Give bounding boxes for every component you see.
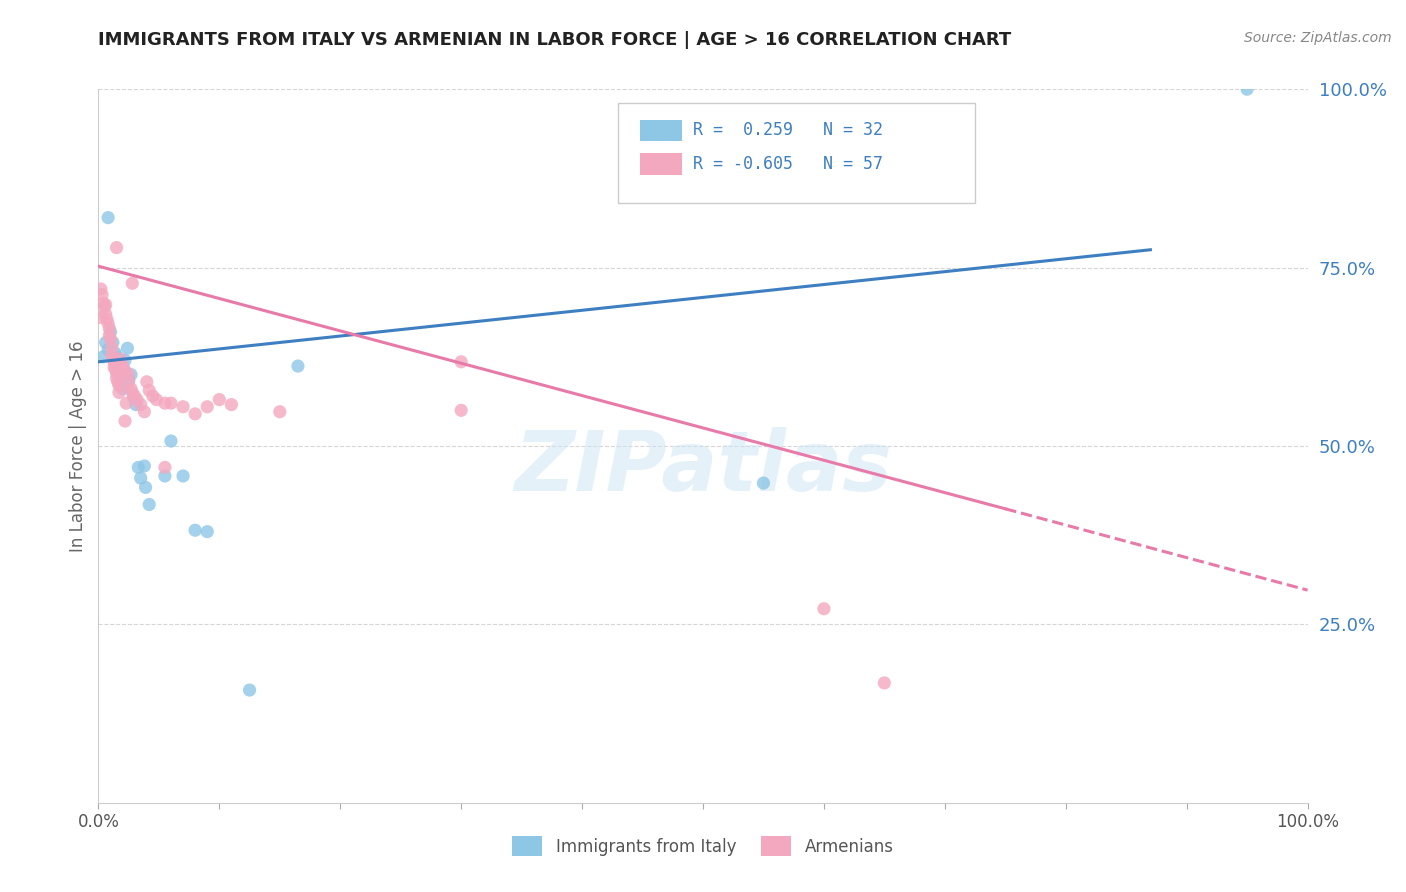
Point <box>107 375 129 389</box>
Point <box>93 300 115 314</box>
Point <box>94 298 117 312</box>
Point <box>184 523 207 537</box>
Point <box>114 364 136 378</box>
Point <box>100 325 122 339</box>
Point <box>100 332 122 346</box>
Point <box>752 476 775 491</box>
Point <box>118 375 141 389</box>
Point <box>114 414 136 428</box>
Point <box>104 362 127 376</box>
Point <box>110 371 132 385</box>
Point <box>96 312 118 326</box>
Text: R =  0.259   N = 32: R = 0.259 N = 32 <box>693 121 883 139</box>
Point <box>184 407 207 421</box>
Point <box>104 346 127 360</box>
Point <box>108 385 131 400</box>
Text: Source: ZipAtlas.com: Source: ZipAtlas.com <box>1244 31 1392 45</box>
Point <box>112 362 135 376</box>
Point <box>108 351 131 366</box>
Point <box>195 400 218 414</box>
Point <box>129 471 152 485</box>
Point <box>450 403 472 417</box>
Point <box>135 480 157 494</box>
Point <box>124 389 146 403</box>
Point <box>127 460 149 475</box>
Point <box>153 460 176 475</box>
Point <box>97 211 120 225</box>
Point <box>98 321 121 335</box>
Point <box>120 382 142 396</box>
Point <box>108 378 131 392</box>
Point <box>153 469 176 483</box>
Point <box>138 384 160 398</box>
FancyBboxPatch shape <box>619 103 976 203</box>
Point <box>287 359 309 373</box>
Point <box>91 296 114 310</box>
Point <box>90 282 112 296</box>
Point <box>105 350 128 364</box>
Y-axis label: In Labor Force | Age > 16: In Labor Force | Age > 16 <box>69 340 87 552</box>
Point <box>239 683 262 698</box>
Point <box>813 601 835 615</box>
Point <box>1236 82 1258 96</box>
Point <box>97 343 120 357</box>
Point <box>90 310 112 325</box>
Point <box>142 389 165 403</box>
Point <box>115 396 138 410</box>
Point <box>127 392 149 407</box>
Point <box>105 366 128 380</box>
Point <box>91 350 114 364</box>
Point <box>91 287 114 301</box>
Point <box>101 351 124 366</box>
Point <box>172 400 194 414</box>
Point <box>121 385 143 400</box>
Point <box>134 458 156 473</box>
Point <box>269 405 291 419</box>
Point <box>153 396 176 410</box>
Point <box>138 498 160 512</box>
Point <box>873 676 896 690</box>
Point <box>97 316 120 330</box>
Point <box>120 368 142 382</box>
Point <box>117 341 139 355</box>
Point <box>160 396 183 410</box>
Point <box>111 382 134 396</box>
Point <box>195 524 218 539</box>
FancyBboxPatch shape <box>640 153 682 175</box>
Point <box>94 307 117 321</box>
Legend: Immigrants from Italy, Armenians: Immigrants from Italy, Armenians <box>506 830 900 863</box>
Point <box>221 398 243 412</box>
Point <box>103 355 125 369</box>
Point <box>172 469 194 483</box>
Text: ZIPatlas: ZIPatlas <box>515 427 891 508</box>
Point <box>107 353 129 368</box>
Point <box>105 371 128 385</box>
Point <box>114 353 136 368</box>
Point <box>450 355 472 369</box>
Point <box>135 375 157 389</box>
Point <box>121 277 143 291</box>
Point <box>94 335 117 350</box>
Point <box>105 241 128 255</box>
Point <box>108 360 131 375</box>
Point <box>98 328 121 343</box>
Point <box>101 335 124 350</box>
Point <box>129 398 152 412</box>
Point <box>145 392 167 407</box>
Point <box>111 360 134 375</box>
Point <box>100 348 122 362</box>
FancyBboxPatch shape <box>640 120 682 141</box>
Point <box>122 391 145 405</box>
Point <box>208 392 231 407</box>
Text: R = -0.605   N = 57: R = -0.605 N = 57 <box>693 155 883 173</box>
Point <box>118 368 141 382</box>
Point <box>118 373 141 387</box>
Point <box>134 405 156 419</box>
Point <box>160 434 183 448</box>
Text: IMMIGRANTS FROM ITALY VS ARMENIAN IN LABOR FORCE | AGE > 16 CORRELATION CHART: IMMIGRANTS FROM ITALY VS ARMENIAN IN LAB… <box>98 31 1012 49</box>
Point <box>110 357 132 371</box>
Point <box>100 341 122 355</box>
Point <box>103 360 125 375</box>
Point <box>125 398 148 412</box>
